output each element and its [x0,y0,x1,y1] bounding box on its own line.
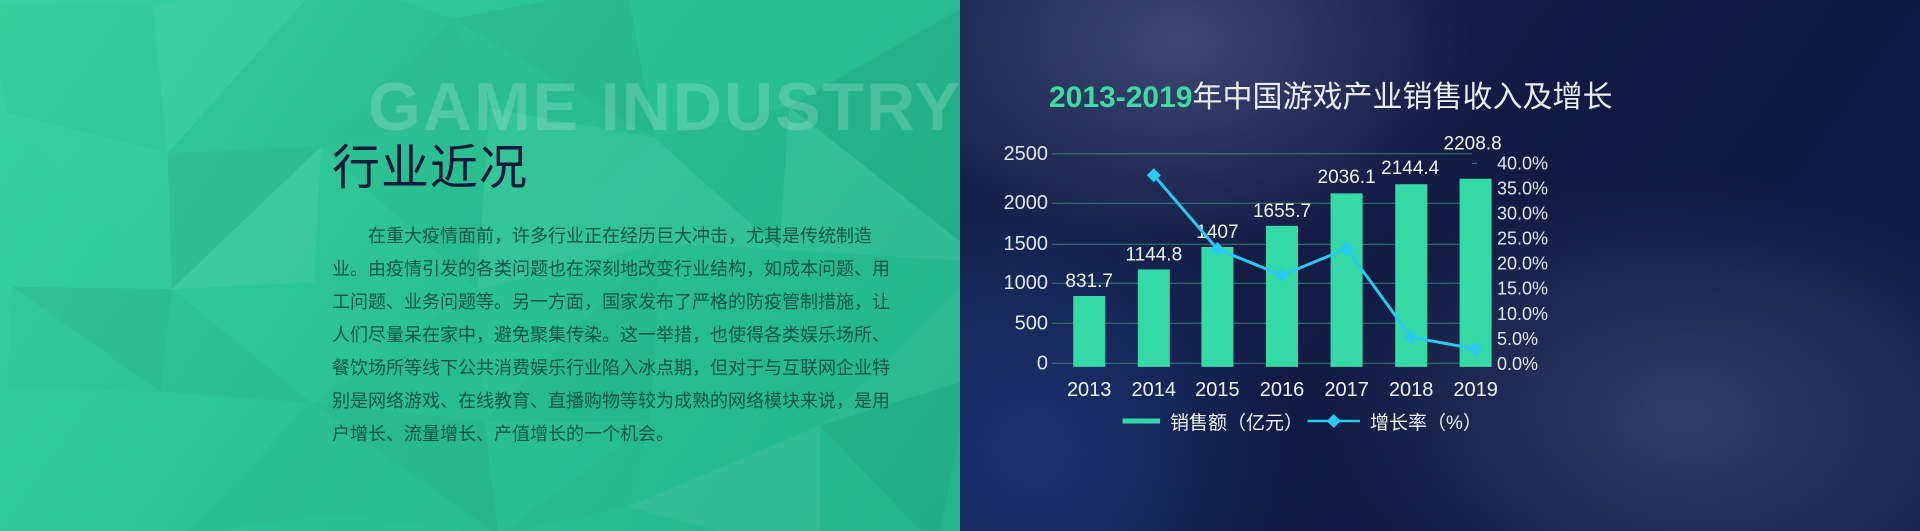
svg-text:10.0%: 10.0% [1497,304,1548,324]
svg-text:0: 0 [1037,352,1048,374]
svg-text:销售额（亿元）: 销售额（亿元） [1170,412,1303,434]
svg-text:2018: 2018 [1389,379,1434,401]
svg-text:2500: 2500 [1004,143,1049,165]
svg-text:30.0%: 30.0% [1497,204,1548,224]
svg-text:35.0%: 35.0% [1497,178,1548,198]
svg-text:1655.7: 1655.7 [1253,201,1311,222]
svg-text:831.7: 831.7 [1065,271,1113,292]
svg-text:2000: 2000 [1004,192,1049,214]
svg-text:2016: 2016 [1260,379,1305,401]
svg-text:0.0%: 0.0% [1497,354,1538,374]
svg-text:25.0%: 25.0% [1497,229,1548,249]
svg-text:2017: 2017 [1324,379,1369,401]
svg-text:2019: 2019 [1453,379,1498,401]
svg-text:20.0%: 20.0% [1497,254,1548,274]
svg-text:5.0%: 5.0% [1497,329,1538,349]
svg-text:2036.1: 2036.1 [1318,167,1376,188]
svg-text:2014: 2014 [1132,379,1177,401]
svg-text:2144.4: 2144.4 [1381,158,1440,179]
svg-text:1000: 1000 [1004,272,1049,294]
svg-text:2208.8: 2208.8 [1444,134,1502,155]
svg-text:2015: 2015 [1195,379,1240,401]
svg-text:40.0%: 40.0% [1497,153,1548,173]
svg-text:1500: 1500 [1004,233,1049,255]
svg-text:1144.8: 1144.8 [1125,244,1182,265]
svg-text:15.0%: 15.0% [1497,279,1548,299]
svg-text:2013: 2013 [1067,379,1112,401]
svg-text:增长率（%）: 增长率（%） [1370,412,1482,434]
svg-text:500: 500 [1015,312,1048,334]
